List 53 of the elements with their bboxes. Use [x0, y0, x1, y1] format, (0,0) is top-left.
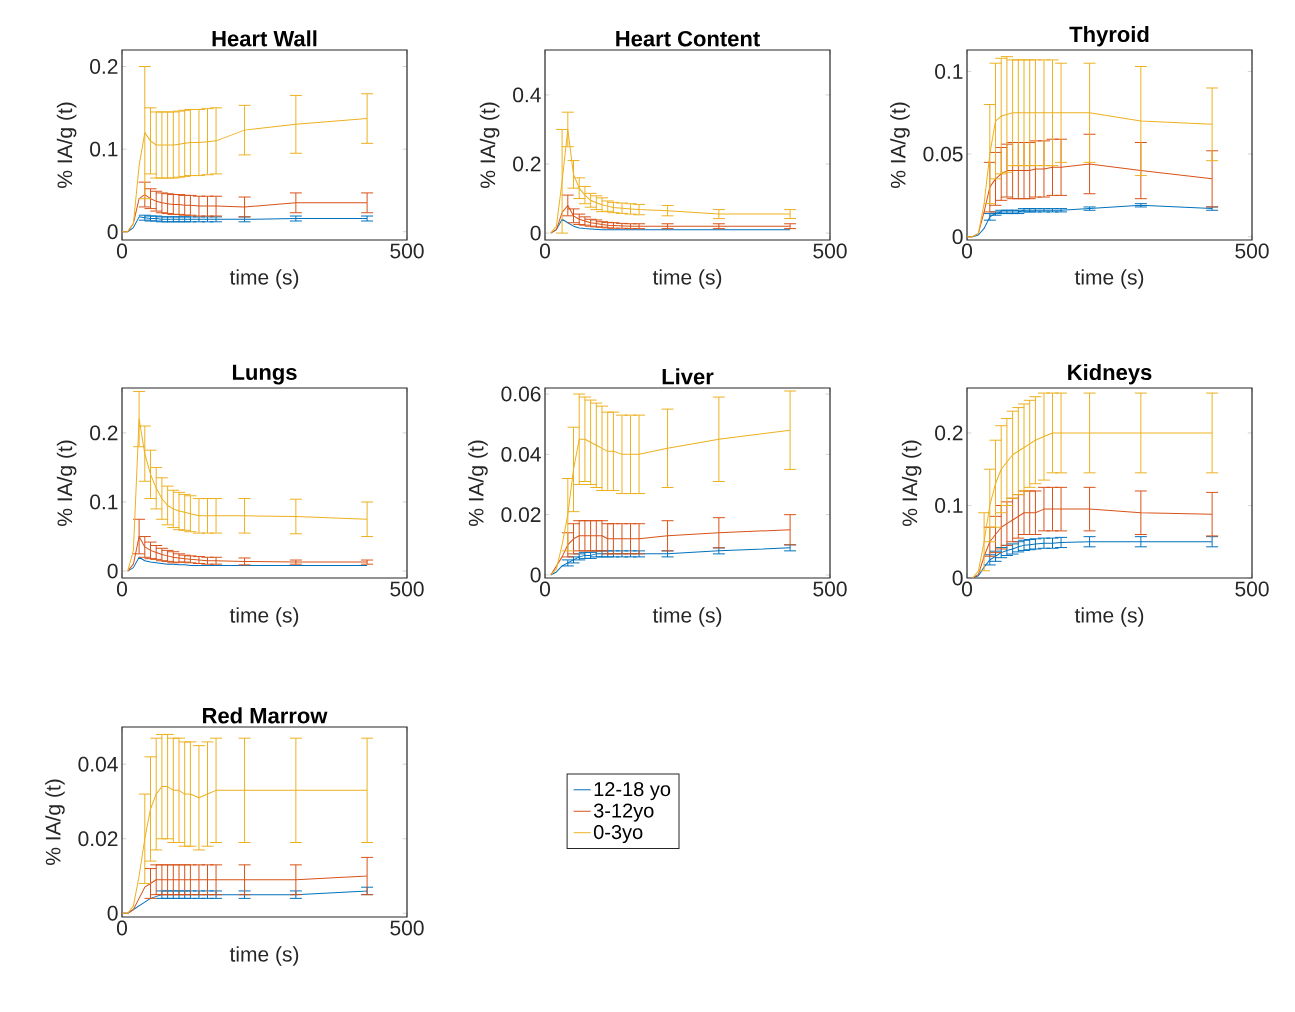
x-tick-label: 500: [390, 581, 424, 597]
y-tick-label: 0.2: [90, 59, 118, 74]
x-tick-label: 500: [1235, 581, 1269, 597]
y-tick-label: 0: [107, 905, 118, 921]
chart-title: Kidneys: [1068, 363, 1152, 385]
y-tick-label: 0.2: [90, 425, 118, 441]
chart-title: Liver: [662, 368, 714, 385]
x-axis-title: time (s): [1074, 269, 1144, 289]
y-tick-label: 0.4: [513, 87, 541, 103]
x-axis-title: time (s): [229, 269, 299, 289]
x-axis-title: time (s): [1074, 607, 1144, 627]
y-tick-label: 0.02: [78, 831, 118, 847]
y-tick-label: 0.04: [501, 446, 541, 462]
chart-title: Thyroid: [1069, 25, 1149, 47]
y-axis-title: % IA/g (t): [45, 779, 65, 866]
y-tick-label: 0.1: [90, 494, 118, 510]
y-axis-title: % IA/g (t): [56, 102, 77, 188]
y-tick-label: 0.1: [90, 141, 118, 157]
y-axis-title: % IA/g (t): [479, 102, 500, 188]
x-axis-title: time (s): [652, 269, 722, 289]
x-tick-label: 500: [390, 243, 424, 259]
y-axis-title: % IA/g (t): [901, 440, 922, 526]
y-tick-label: 0: [530, 225, 541, 241]
x-axis-title: time (s): [229, 946, 299, 966]
y-tick-label: 0: [952, 570, 963, 586]
y-axis-title: % IA/g (t): [468, 440, 488, 526]
chart-title: Lungs: [232, 364, 297, 385]
legend-label: 12-18 yo: [594, 782, 671, 801]
legend-label: 3-12yo: [593, 803, 654, 822]
chart-title: Heart Wall: [212, 30, 317, 47]
y-tick-label: 0.1: [935, 498, 963, 513]
y-tick-label: 0.2: [935, 425, 963, 441]
y-tick-label: 0: [107, 224, 118, 240]
y-tick-label: 0.06: [501, 386, 541, 402]
y-tick-label: 0.1: [935, 64, 963, 79]
x-tick-label: 500: [813, 243, 847, 259]
chart-title: Heart Content: [616, 30, 760, 47]
y-tick-label: 0.02: [501, 507, 541, 523]
y-tick-label: 0: [530, 567, 541, 583]
x-axis-title: time (s): [229, 607, 299, 627]
y-tick-label: 0: [952, 229, 963, 245]
x-tick-label: 500: [390, 920, 424, 936]
x-axis-title: time (s): [652, 607, 722, 627]
y-tick-label: 0: [107, 563, 118, 579]
chart-title: Red Marrow: [203, 707, 328, 724]
y-tick-label: 0.2: [513, 156, 541, 172]
y-axis-title: % IA/g (t): [56, 440, 77, 526]
x-tick-label: 500: [813, 581, 847, 597]
y-tick-label: 0.05: [923, 146, 963, 162]
x-tick-label: 500: [1235, 243, 1269, 259]
y-axis-title: % IA/g (t): [890, 102, 910, 188]
legend-label: 0-3yo: [593, 824, 643, 844]
y-tick-label: 0.04: [78, 756, 118, 772]
